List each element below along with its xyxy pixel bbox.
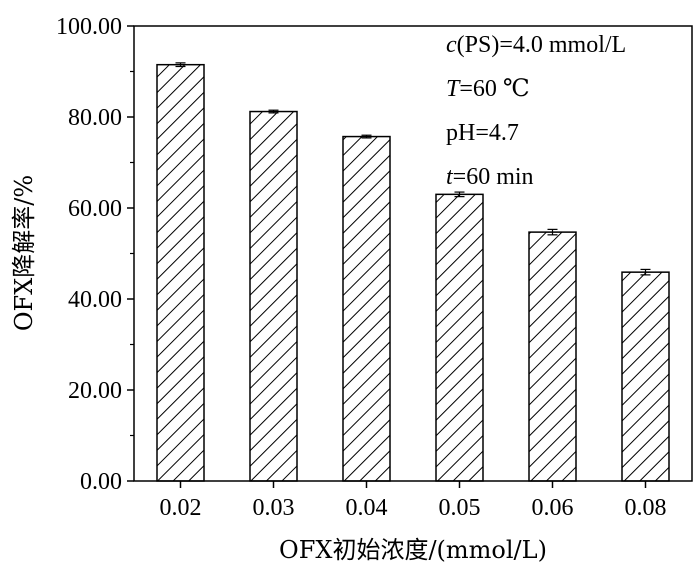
y-tick-label-80.00: 80.00 [68, 105, 122, 131]
y-tick-label-20.00: 20.00 [68, 378, 122, 404]
y-tick-label-100.00: 100.00 [56, 14, 122, 40]
bar-0.04 [342, 135, 391, 482]
bar-0.03 [249, 110, 298, 482]
bar-0.08 [621, 271, 670, 482]
bar-0.06 [528, 231, 577, 482]
x-tick-label-0.04: 0.04 [346, 495, 388, 521]
x-tick-label-0.08: 0.08 [625, 495, 667, 521]
y-tick-label-60.00: 60.00 [68, 196, 122, 222]
plot-frame [133, 25, 693, 482]
bar-0.02 [156, 63, 205, 482]
annotation-2: T=60 ℃ [446, 76, 530, 102]
x-axis-title: OFX初始浓度/(mmol/L) [279, 536, 547, 564]
x-tick-label-0.06: 0.06 [532, 495, 574, 521]
y-tick-label-0.00: 0.00 [80, 469, 122, 495]
bars-group [156, 62, 670, 482]
bar-0.05 [435, 193, 484, 482]
y-axis-title: OFX降解率/% [10, 175, 38, 331]
y-axis: 0.00 20.00 40.00 60.00 80.00 100.00 [56, 14, 134, 495]
x-tick-label-0.03: 0.03 [253, 495, 295, 521]
x-tick-label-0.02: 0.02 [160, 495, 202, 521]
y-tick-label-40.00: 40.00 [68, 287, 122, 313]
x-axis: 0.02 0.03 0.04 0.05 0.06 0.08 [160, 481, 667, 521]
annotations: c(PS)=4.0 mmol/L T=60 ℃ pH=4.7 t=60 min [446, 32, 626, 190]
x-tick-label-0.05: 0.05 [439, 495, 481, 521]
annotation-4: t=60 min [446, 164, 534, 190]
annotation-1: c(PS)=4.0 mmol/L [446, 32, 626, 58]
annotation-3: pH=4.7 [446, 120, 519, 146]
